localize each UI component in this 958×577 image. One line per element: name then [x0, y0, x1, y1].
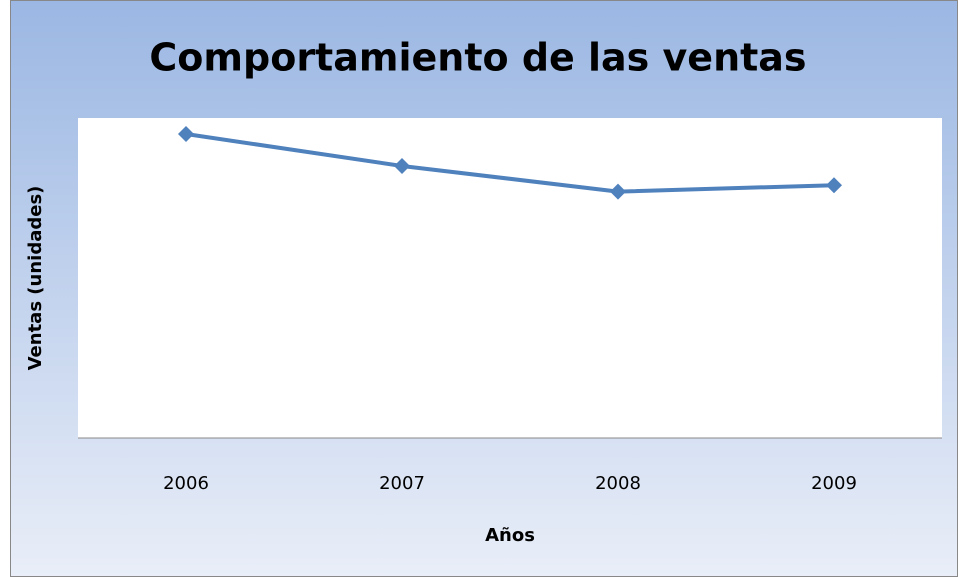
marker: [610, 183, 626, 200]
x-tick-label: 2007: [379, 473, 425, 494]
x-axis-label: Años: [485, 525, 535, 546]
line: [185, 132, 835, 194]
plot-area: [78, 118, 942, 438]
marker: [394, 158, 410, 174]
chart-title: Comportamiento de las ventas: [149, 36, 806, 80]
marker: [178, 126, 194, 142]
x-tick-label: 2006: [163, 473, 209, 494]
y-axis-label: Ventas (unidades): [25, 186, 46, 371]
x-tick-label: 2008: [595, 473, 641, 494]
marker: [826, 177, 842, 194]
x-tick-label: 2009: [811, 473, 857, 494]
